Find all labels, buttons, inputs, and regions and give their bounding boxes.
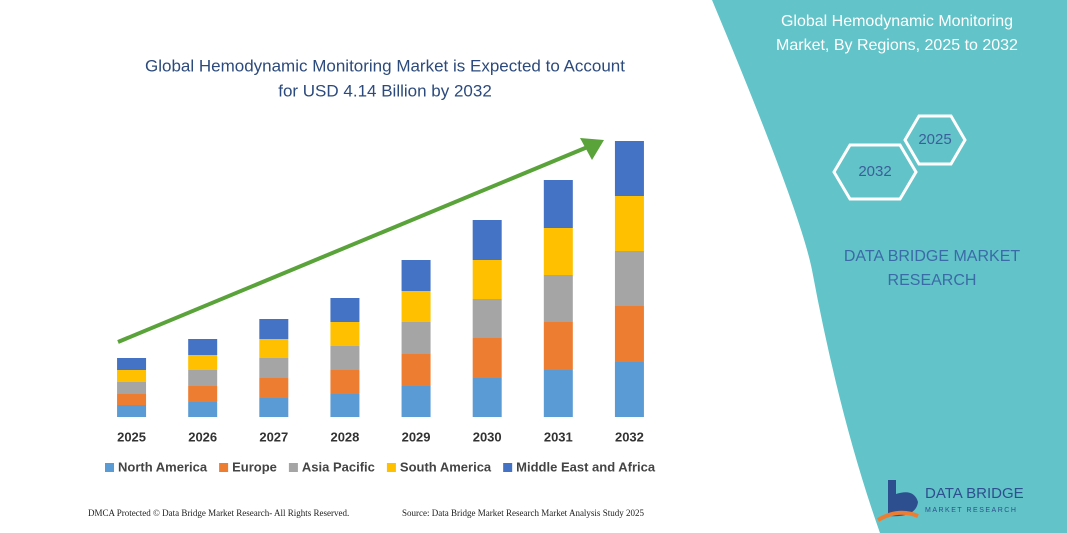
hexagon — [832, 143, 918, 201]
logo-icon — [888, 480, 918, 517]
x-tick-label: 2026 — [188, 429, 217, 444]
bar-segment — [543, 228, 573, 275]
legend-label: Europe — [232, 459, 277, 474]
chart-title: Global Hemodynamic Monitoring Market is … — [145, 56, 625, 75]
bar-segment — [543, 275, 573, 322]
x-tick-label: 2030 — [473, 429, 502, 444]
hex-label: 2025 — [918, 131, 951, 148]
bar-segment — [330, 322, 360, 346]
hexagon — [903, 114, 967, 166]
bar-segment — [401, 354, 431, 386]
bar-segment — [259, 398, 289, 417]
bar-segment — [472, 220, 502, 260]
bar-segment — [614, 141, 644, 196]
side-title: Global Hemodynamic Monitoring — [781, 13, 1013, 30]
bar-segment — [259, 339, 289, 358]
bar-segment — [117, 405, 147, 417]
bar-segment — [330, 346, 360, 370]
bar-segment — [472, 260, 502, 299]
bar-segment — [117, 382, 147, 394]
x-tick-label: 2025 — [117, 429, 146, 444]
bar-segment — [330, 298, 360, 322]
bar-segment — [614, 251, 644, 306]
bar-segment — [188, 370, 218, 386]
bar-segment — [401, 260, 431, 291]
footer-left: DMCA Protected © Data Bridge Market Rese… — [88, 508, 349, 518]
legend-swatch — [288, 463, 298, 472]
side-panel-bg — [712, 0, 1067, 533]
bar-segment — [401, 291, 431, 322]
bar-segment — [472, 338, 502, 378]
x-tick-label: 2029 — [402, 429, 431, 444]
logo-swoosh — [876, 510, 919, 522]
bar-segment — [543, 180, 573, 228]
bar-segment — [543, 370, 573, 417]
brand-text: RESEARCH — [888, 272, 977, 289]
plot: 2025 2026 2027 2028 2029 2030 2031 2032 — [117, 141, 644, 444]
bar-segment — [188, 402, 218, 417]
logo-tagline: MARKET RESEARCH — [925, 507, 1017, 514]
chart-title: for USD 4.14 Billion by 2032 — [278, 81, 492, 100]
bar-segment — [401, 386, 431, 417]
x-tick-label: 2028 — [330, 429, 359, 444]
x-tick-label: 2032 — [615, 429, 644, 444]
brand-text: DATA BRIDGE MARKET — [844, 248, 1021, 265]
bar-segment — [330, 370, 360, 394]
trend-arrow — [117, 144, 591, 344]
bar-segment — [188, 339, 218, 355]
footer-right: Source: Data Bridge Market Research Mark… — [402, 508, 644, 518]
legend-label: Middle East and Africa — [516, 459, 656, 474]
bar-segment — [259, 319, 289, 339]
hex-label: 2032 — [858, 163, 891, 180]
bar-segment — [614, 306, 644, 362]
logo-name: DATA BRIDGE — [925, 485, 1024, 502]
side-title: Market, By Regions, 2025 to 2032 — [776, 37, 1018, 54]
bar-segment — [472, 299, 502, 338]
bar-segment — [188, 355, 218, 370]
bar-segment — [117, 358, 147, 370]
arrow-head — [580, 138, 604, 160]
bar-segment — [117, 370, 147, 382]
bar-segment — [472, 378, 502, 417]
bar-segment — [330, 394, 360, 417]
bar-segment — [401, 322, 431, 354]
bar-segment — [259, 358, 289, 378]
legend-swatch — [503, 463, 513, 472]
legend-label: South America — [400, 459, 492, 474]
legend: North America Europe Asia Pacific South Ame… — [105, 459, 656, 474]
bar-segment — [117, 394, 147, 405]
legend-swatch — [105, 463, 114, 472]
bar-segment — [188, 386, 218, 402]
x-tick-label: 2027 — [259, 429, 288, 444]
legend-label: Asia Pacific — [302, 459, 375, 474]
legend-label: North America — [118, 459, 208, 474]
bar-segment — [614, 362, 644, 417]
logo: DATA BRIDGE MARKET RESEARCH — [876, 480, 1024, 522]
bar-segment — [259, 378, 289, 398]
bar-segment — [543, 322, 573, 370]
bar-segment — [614, 196, 644, 251]
x-tick-label: 2031 — [544, 429, 573, 444]
legend-swatch — [386, 463, 396, 472]
legend-swatch — [219, 463, 229, 472]
